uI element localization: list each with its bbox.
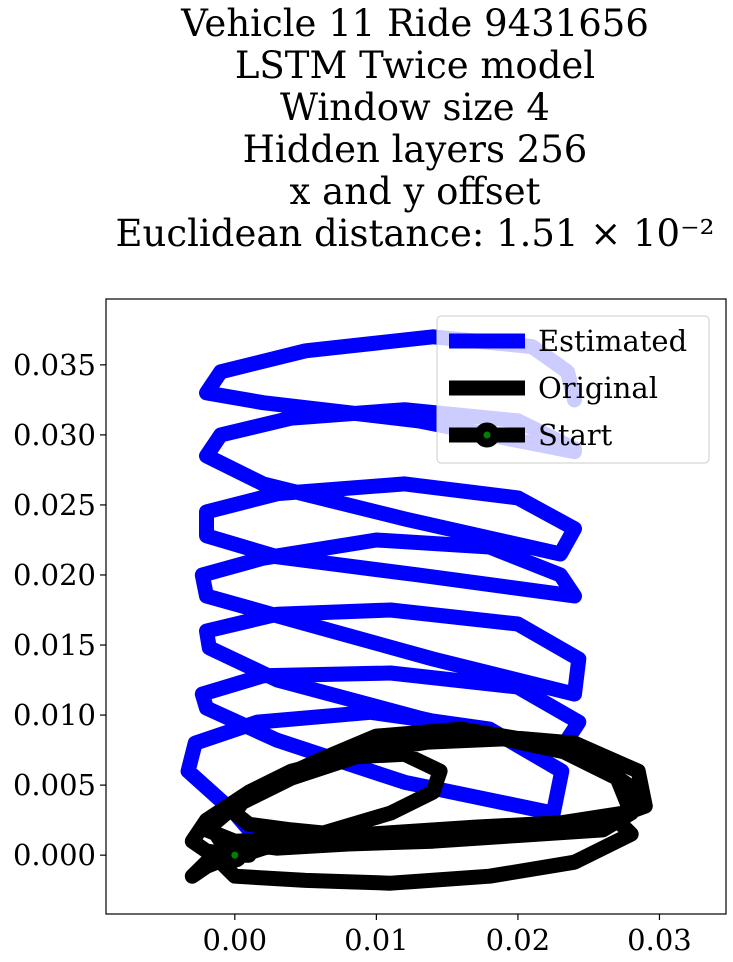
y-tick-label: 0.005 bbox=[13, 768, 96, 802]
start-marker bbox=[222, 842, 248, 868]
x-tick-label: 0.00 bbox=[203, 923, 268, 957]
plot-frame bbox=[105, 298, 727, 915]
series-line-original bbox=[184, 721, 653, 891]
y-tick-label: 0.035 bbox=[13, 348, 96, 382]
y-axis: 0.000 0.005 0.010 0.015 0.020 0.025 0.030 0.035 bbox=[13, 348, 106, 872]
x-tick-label: 0.03 bbox=[627, 923, 692, 957]
title-line-3: Window size 4 bbox=[280, 86, 550, 129]
y-tick-label: 0.030 bbox=[13, 418, 96, 452]
title-line-2: LSTM Twice model bbox=[235, 44, 595, 87]
x-tick-label: 0.01 bbox=[344, 923, 409, 957]
y-tick-label: 0.000 bbox=[13, 838, 96, 872]
x-axis: 0.00 0.01 0.02 0.03 bbox=[203, 914, 692, 957]
y-tick-label: 0.020 bbox=[13, 558, 96, 592]
title-line-4: Hidden layers 256 bbox=[243, 128, 588, 171]
y-tick-label: 0.010 bbox=[13, 698, 96, 732]
title-line-5: x and y offset bbox=[290, 170, 541, 213]
legend-label-estimated: Estimated bbox=[538, 324, 687, 358]
title-line-6: Euclidean distance: 1.51 × 10⁻² bbox=[116, 212, 715, 255]
y-tick-label: 0.025 bbox=[13, 488, 96, 522]
legend-marker-start bbox=[474, 422, 500, 448]
legend: Estimated Original Start bbox=[436, 315, 710, 464]
x-tick-label: 0.02 bbox=[486, 923, 551, 957]
legend-box bbox=[436, 315, 710, 464]
y-tick-label: 0.015 bbox=[13, 628, 96, 662]
title-line-1: Vehicle 11 Ride 9431656 bbox=[180, 2, 649, 45]
legend-label-start: Start bbox=[538, 418, 613, 452]
legend-label-original: Original bbox=[538, 371, 658, 405]
